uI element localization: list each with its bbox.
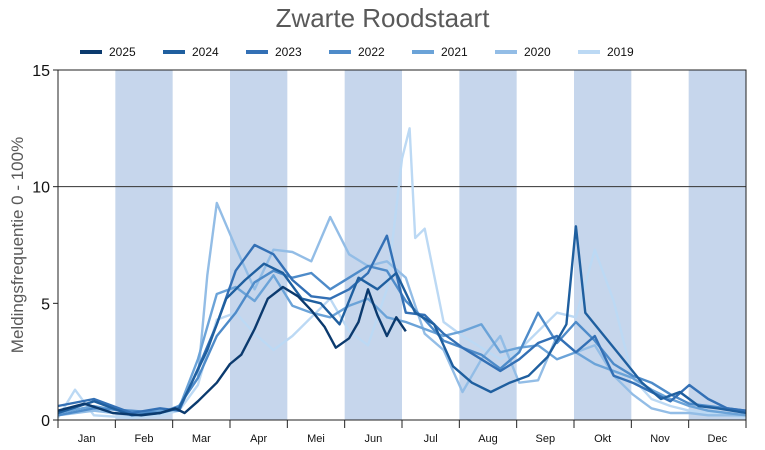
month-band-okt xyxy=(574,70,632,420)
legend-item-2021: 2021 xyxy=(412,43,495,61)
month-label-okt: Okt xyxy=(594,433,611,445)
month-band-feb xyxy=(115,70,173,420)
legend-label: 2024 xyxy=(192,45,219,59)
series-line-2021 xyxy=(57,274,747,417)
legend-label: 2021 xyxy=(441,45,468,59)
legend: 2025 2024 2023 2022 2021 2020 2019 xyxy=(80,43,661,61)
series-line-2025 xyxy=(57,285,407,417)
x-ticks: Jan Feb Mar Apr Mei Jun Jul Aug Sep Okt Nov Dec xyxy=(57,420,747,445)
legend-label: 2020 xyxy=(524,45,551,59)
month-label-apr: Apr xyxy=(250,433,267,445)
legend-label: 2025 xyxy=(109,45,136,59)
month-label-feb: Feb xyxy=(135,433,154,445)
legend-swatch xyxy=(246,50,268,54)
legend-label: 2022 xyxy=(358,45,385,59)
month-label-jan: Jan xyxy=(78,433,96,445)
legend-item-2023: 2023 xyxy=(246,43,329,61)
legend-swatch xyxy=(412,50,434,54)
month-label-nov: Nov xyxy=(650,433,670,445)
legend-item-2020: 2020 xyxy=(495,43,578,61)
series-line-2020 xyxy=(57,201,746,417)
legend-swatch xyxy=(495,50,517,54)
month-bands xyxy=(115,70,746,420)
month-band-dec xyxy=(688,70,746,420)
month-band-jun xyxy=(344,70,402,420)
month-label-mei: Mei xyxy=(307,433,325,445)
month-label-dec: Dec xyxy=(708,433,728,445)
y-ticks: 0 5 10 15 xyxy=(32,63,58,430)
month-label-sep: Sep xyxy=(536,433,556,445)
legend-item-2019: 2019 xyxy=(578,43,661,61)
legend-item-2025: 2025 xyxy=(80,43,163,61)
legend-item-2024: 2024 xyxy=(163,43,246,61)
month-label-jun: Jun xyxy=(364,433,382,445)
series-line-2024 xyxy=(57,225,747,417)
month-label-jul: Jul xyxy=(424,433,438,445)
y-tick-label: 10 xyxy=(32,180,50,197)
month-band-apr xyxy=(230,70,288,420)
legend-item-2022: 2022 xyxy=(329,43,412,61)
legend-swatch xyxy=(163,50,185,54)
y-tick-label: 15 xyxy=(32,63,50,80)
legend-swatch xyxy=(80,50,102,54)
month-label-mar: Mar xyxy=(192,433,211,445)
chart-title: Zwarte Roodstaart xyxy=(275,3,490,33)
legend-swatch xyxy=(329,50,351,54)
y-tick-label: 0 xyxy=(41,413,50,430)
y-tick-label: 5 xyxy=(41,296,50,313)
series-lines xyxy=(56,127,747,419)
legend-label: 2023 xyxy=(275,45,302,59)
series-line-2019 xyxy=(56,127,747,419)
legend-swatch xyxy=(578,50,600,54)
month-label-aug: Aug xyxy=(478,433,498,445)
legend-label: 2019 xyxy=(607,45,634,59)
